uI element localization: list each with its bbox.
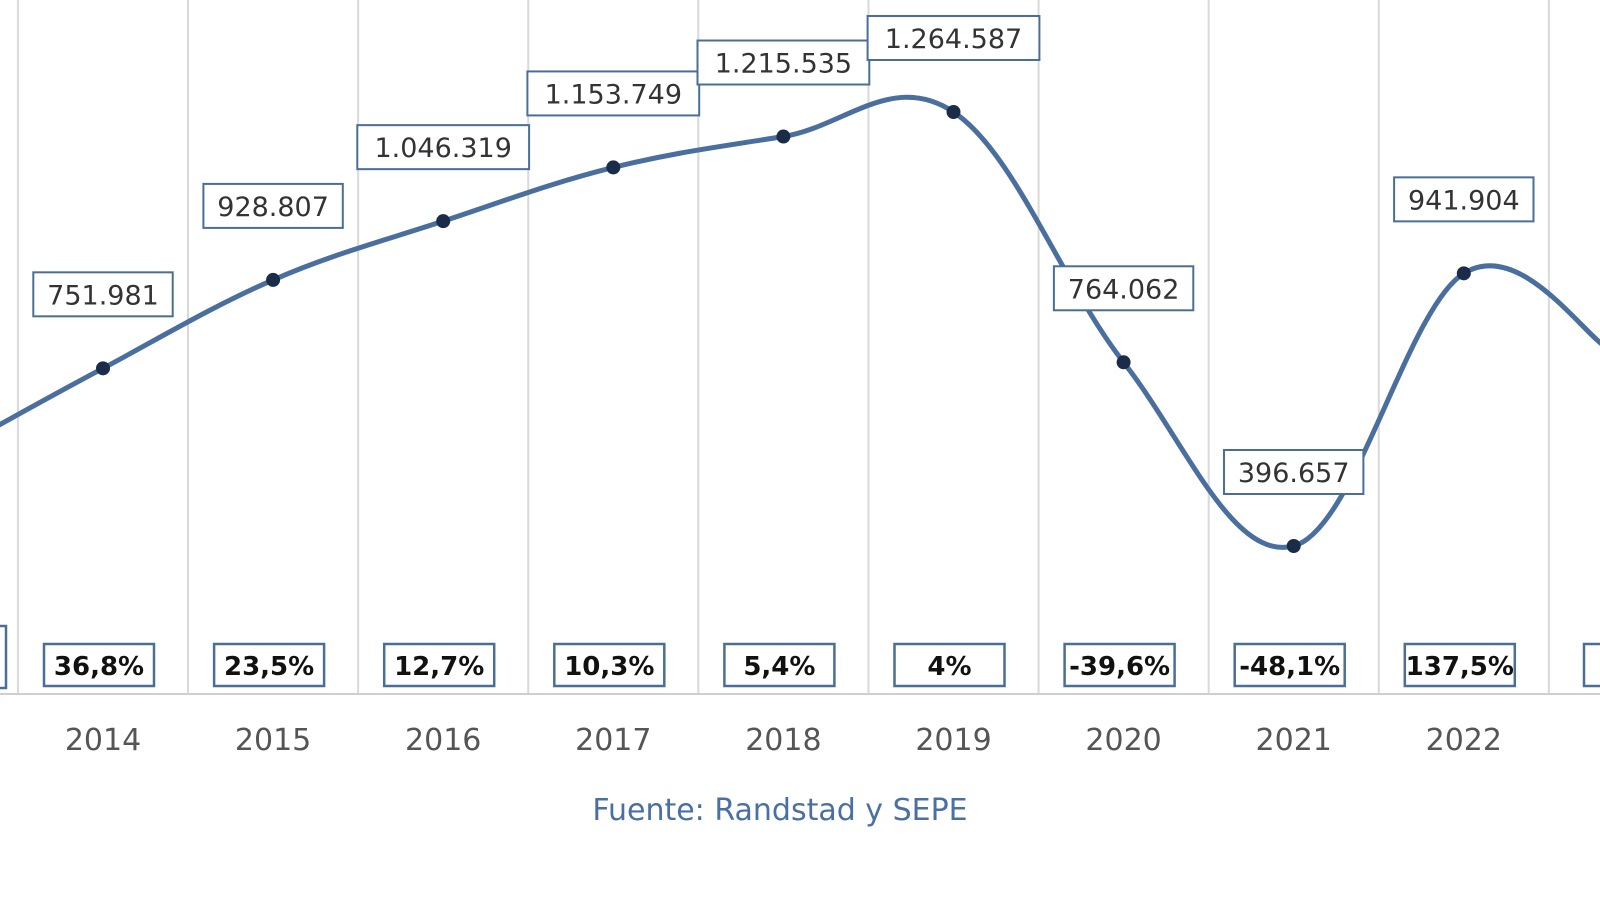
- value-label-box: [526, 70, 701, 117]
- change-label-text: 23,5%: [224, 652, 314, 682]
- value-label-2016: 1.046.319: [356, 124, 531, 171]
- x-tick-2015: 2015: [235, 723, 311, 758]
- change-label-text: 5,4%: [743, 652, 815, 682]
- change-label-text: -48,1%: [1239, 652, 1340, 682]
- change-label-box: [382, 642, 496, 688]
- value-label-text: 764.062: [1068, 274, 1180, 305]
- value-label-text: 396.657: [1238, 458, 1350, 489]
- value-label-text: 1.153.749: [545, 79, 682, 110]
- change-label-text: 12,7%: [394, 652, 484, 682]
- x-tick-2022: 2022: [1426, 723, 1502, 758]
- value-label-2021: 396.657: [1223, 449, 1365, 495]
- x-tick-2018: 2018: [745, 723, 821, 758]
- value-label-text: 1.264.587: [885, 24, 1022, 55]
- data-point-2018: [776, 129, 791, 144]
- change-label-box: [553, 642, 666, 688]
- value-label-2015: 928.807: [202, 182, 344, 229]
- x-tick-labels: 2014 2015 2016 2017 2018 2019 2020 2021 2022: [65, 723, 1502, 758]
- change-label-2014: 36,8%: [42, 642, 156, 688]
- change-label-text: 4%: [927, 652, 971, 682]
- change-label-box: [1233, 642, 1346, 688]
- x-tick-2014: 2014: [65, 723, 141, 758]
- x-tick-2020: 2020: [1085, 723, 1161, 758]
- data-point-2014: [96, 361, 110, 376]
- value-label-2017: 1.153.749: [526, 70, 701, 117]
- change-label-box: [1403, 642, 1517, 688]
- change-label-box-cropped-right: [1582, 642, 1600, 688]
- value-label-text: 751.981: [47, 280, 159, 311]
- x-tick-2016: 2016: [405, 723, 481, 758]
- value-label-box: [866, 15, 1041, 61]
- change-label-2015: 23,5%: [212, 642, 326, 688]
- change-label-box: [42, 642, 156, 688]
- change-label-box: [212, 642, 326, 688]
- gridlines: [16, 0, 1550, 694]
- value-label-text: 1.215.535: [715, 49, 852, 80]
- data-point-2019: [946, 105, 961, 119]
- change-label-text: -39,6%: [1069, 652, 1170, 682]
- change-label-box: [723, 642, 836, 688]
- x-tick-2021: 2021: [1256, 723, 1332, 758]
- value-label-box: [356, 124, 531, 171]
- change-label-2022: 137,5%: [1403, 642, 1517, 688]
- value-label-2014: 751.981: [32, 271, 174, 318]
- value-label-box: [1223, 449, 1365, 495]
- value-label-box: [32, 271, 174, 318]
- source-note: Fuente: Randstad y SEPE: [592, 793, 967, 828]
- change-label-text: 36,8%: [54, 652, 144, 682]
- value-label-2019: 1.264.587: [866, 15, 1041, 61]
- data-point-2020: [1116, 355, 1131, 370]
- data-point-2022: [1456, 266, 1471, 281]
- value-label-text: 928.807: [217, 192, 329, 223]
- change-label-2017: 10,3%: [553, 642, 666, 688]
- change-label-2018: 5,4%: [723, 642, 836, 688]
- value-label-box: [202, 182, 344, 229]
- value-label-box: [696, 39, 871, 86]
- value-label-2022: 941.904: [1393, 176, 1535, 223]
- change-label-box: [1063, 642, 1176, 688]
- data-point-2016: [436, 214, 451, 229]
- change-label-box: [893, 642, 1006, 688]
- data-points: [96, 105, 1471, 553]
- change-label-2019: 4%: [893, 642, 1006, 688]
- value-label-text: 941.904: [1408, 185, 1520, 216]
- change-label-text: 10,3%: [564, 652, 654, 682]
- x-tick-2019: 2019: [915, 723, 991, 758]
- value-label-text: 1.046.319: [374, 133, 511, 164]
- data-point-2017: [606, 160, 621, 175]
- data-labels: 751.981 928.807 1.046.319 1.153.749 1.215.53…: [32, 15, 1535, 495]
- change-label-2021: -48,1%: [1233, 642, 1346, 688]
- change-label-2020: -39,6%: [1063, 642, 1176, 688]
- change-label-text: 137,5%: [1406, 652, 1514, 682]
- data-point-2021: [1286, 539, 1301, 553]
- change-label-box-cropped-left: [0, 624, 8, 690]
- change-labels: 36,8% 23,5% 12,7% 10,3% 5,4% 4% -39,6% -48,1% 13…: [0, 624, 1600, 690]
- value-label-2018: 1.215.535: [696, 39, 871, 86]
- value-label-box: [1393, 176, 1535, 223]
- value-label-2020: 764.062: [1052, 265, 1195, 312]
- value-label-box: [1052, 265, 1195, 312]
- change-label-2016: 12,7%: [382, 642, 496, 688]
- x-tick-2017: 2017: [575, 723, 651, 758]
- data-point-2015: [266, 272, 281, 287]
